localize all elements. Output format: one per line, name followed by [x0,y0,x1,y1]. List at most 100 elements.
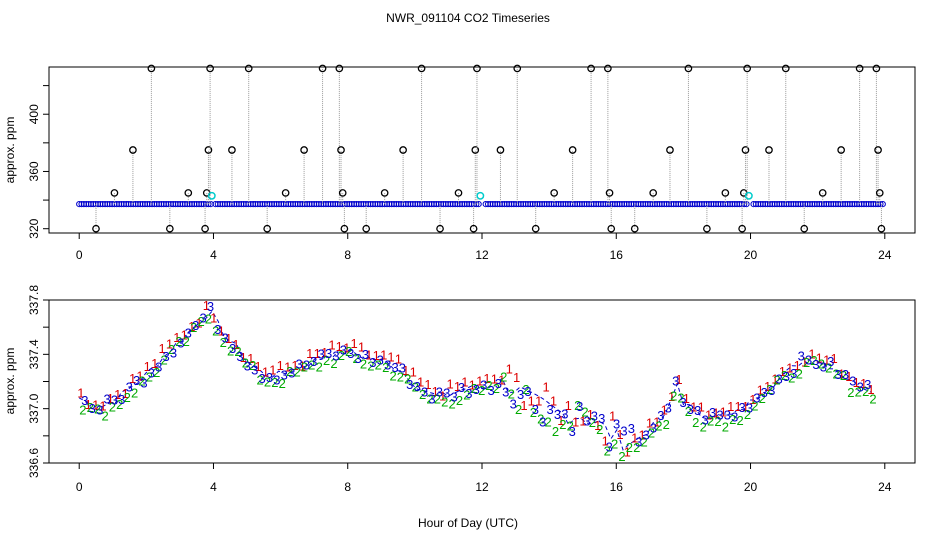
series-2-point: 2 [707,414,714,429]
series-2-point: 2 [197,314,204,329]
baseline-point [334,200,341,208]
top-y-axis: 320 360 400 [27,85,50,239]
series-3-point: 3 [133,373,140,388]
series-3-point: 3 [598,411,605,426]
series-1-point: 1 [424,377,431,392]
spike-point [877,224,886,233]
series-2-point: 2 [345,344,352,359]
spike-point [837,146,846,154]
baseline-point [531,200,539,208]
baseline-point [296,200,304,208]
series-3-point: 3 [126,379,133,394]
series-2-point: 2 [500,370,507,385]
series-2-point: 2 [308,357,315,372]
baseline-point [508,200,515,208]
baseline-point [595,200,602,208]
series-1-point: 1 [173,330,180,345]
series-3-point: 3 [502,384,509,399]
spike-point [703,224,711,233]
series-3-point: 3 [738,400,745,415]
baseline-point [773,200,781,208]
series-3-point: 3 [495,376,502,391]
spike-point [110,189,119,197]
spike-point [872,64,881,73]
baseline-point [825,200,832,208]
series-3-point: 3 [812,357,819,372]
top-panel: 0 4 8 12 16 20 24 320 360 400 approx. ppm [3,64,916,262]
series-3-point: 3 [81,393,88,408]
series-2-point: 2 [847,385,854,400]
baseline-point [240,200,247,208]
baseline-point [766,200,774,208]
spike-point [92,224,100,233]
series-1-point: 1 [410,365,417,380]
series-2-point: 2 [389,368,396,383]
baseline-point [830,200,837,208]
spike-point [765,146,773,154]
series-2-point: 2 [515,402,522,417]
baseline-point [679,200,687,208]
baseline-point [423,200,431,208]
series-3-point: 3 [820,360,827,375]
baseline-point [374,200,381,208]
series-2-point: 2 [670,389,677,404]
series-3-point: 3 [842,367,849,382]
baseline-point [696,200,703,208]
series-3-point: 3 [266,370,273,385]
series-1-point: 1 [454,379,461,394]
baseline-point [123,200,130,208]
baseline-point [320,200,327,208]
bottom-x-axis: 0 4 8 12 16 20 24 [76,462,892,494]
highlight-point [207,191,216,200]
baseline-point [332,200,339,208]
series-2-point: 2 [559,417,566,432]
baseline-point [315,200,322,208]
series-1-point: 1 [254,359,261,374]
series-1-point: 1 [299,359,306,374]
baseline-point [644,200,651,208]
series-1-point: 1 [535,394,542,409]
series-1-point: 1 [638,427,645,442]
baseline-point [755,200,762,208]
series-3-point: 3 [103,392,110,407]
series-3-point: 3 [731,410,738,425]
baseline-point [433,200,440,208]
baseline-point [398,200,405,208]
baseline-point [611,200,619,208]
series-2-point: 2 [146,370,153,385]
spike-point [335,64,344,73]
baseline-point [788,200,795,208]
series-1-point: 1 [92,398,99,413]
baseline-point [661,200,668,208]
baseline-point [555,200,562,208]
baseline-point [369,200,377,208]
series-1-point: 1 [838,367,845,382]
baseline-point [325,200,332,208]
series-3-point: 3 [384,358,391,373]
baseline-point [353,200,360,208]
series-3-point: 3 [805,353,812,368]
series-2-point: 2 [788,370,795,385]
spike-point [206,64,214,73]
series-2-point: 2 [352,351,359,366]
spike-point [738,224,746,233]
series-3-point: 3 [258,371,265,386]
baseline-point [101,200,109,208]
baseline-point [456,200,463,208]
series-1-point: 1 [77,386,84,401]
highlight-point [476,191,485,200]
spike-point [473,64,481,73]
series-3-point: 3 [170,345,177,360]
baseline-point [665,200,673,208]
series-1-point: 1 [181,328,188,343]
baseline-point [804,200,811,208]
spike-point [875,189,884,197]
series-1-point: 1 [380,348,387,363]
baseline-point [663,200,670,208]
series-1-point: 1 [461,375,468,390]
baseline-point [365,200,372,208]
series-1-point: 1 [365,347,372,362]
baseline-point [534,200,541,208]
baseline-point [677,200,684,208]
series-2-point: 2 [648,425,655,440]
